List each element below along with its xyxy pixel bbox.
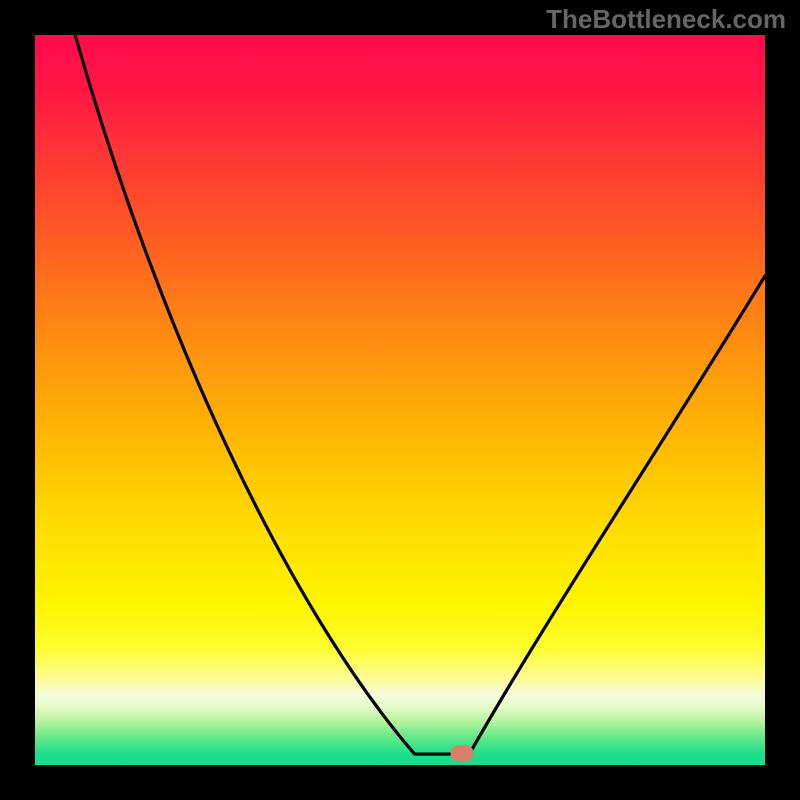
plot-area <box>35 35 765 765</box>
chart-frame: TheBottleneck.com <box>0 0 800 800</box>
gradient-background <box>35 35 765 765</box>
watermark-text: TheBottleneck.com <box>546 4 786 35</box>
